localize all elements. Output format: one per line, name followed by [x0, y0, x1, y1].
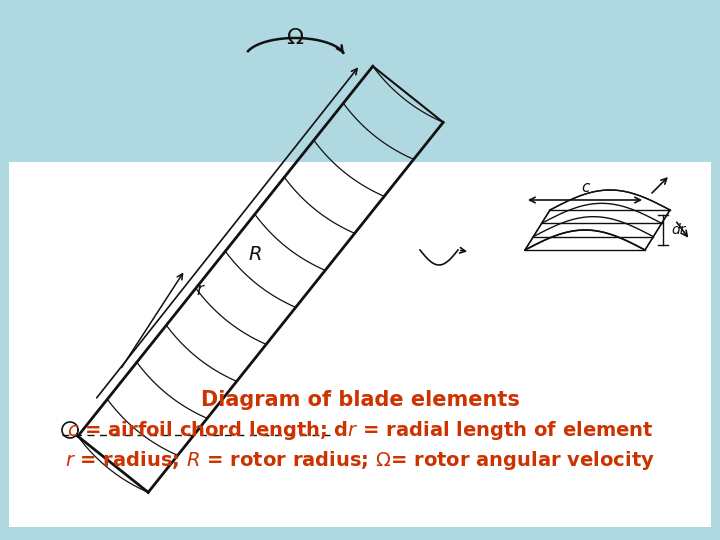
Text: c: c	[581, 180, 589, 195]
Text: Diagram of blade elements: Diagram of blade elements	[201, 390, 519, 410]
Bar	[9, 162, 711, 527]
Text: r: r	[197, 281, 204, 299]
Text: dr: dr	[671, 223, 685, 237]
Text: $\Omega$: $\Omega$	[286, 28, 304, 48]
Text: $\it{r}$ = radius; $\it{R}$ = rotor radius; $\Omega$= rotor angular velocity: $\it{r}$ = radius; $\it{R}$ = rotor radi…	[65, 449, 655, 471]
Text: R: R	[248, 245, 262, 264]
Text: $\it{c}$ = airfoil chord length; d$\it{r}$ = radial length of element: $\it{c}$ = airfoil chord length; d$\it{r…	[67, 418, 653, 442]
